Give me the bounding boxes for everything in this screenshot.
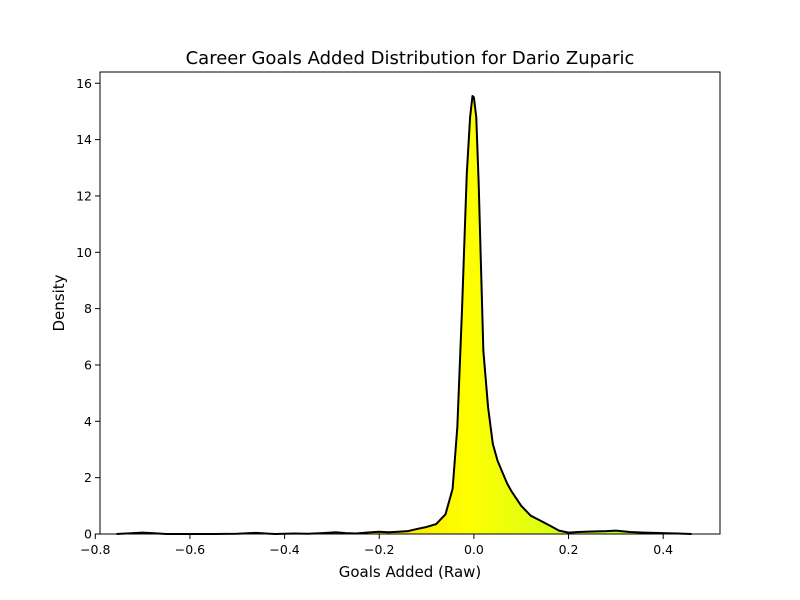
y-axis: 0 2 4 6 8 10 12 14 16 (76, 76, 100, 542)
plot-area (99, 71, 721, 535)
x-tick-label: 0.0 (464, 542, 484, 557)
x-tick-label: −0.4 (269, 542, 299, 557)
y-tick-label: 0 (84, 527, 92, 542)
y-tick-label: 14 (76, 132, 92, 147)
y-tick-label: 12 (76, 188, 92, 203)
x-tick-label: 0.2 (559, 542, 579, 557)
x-tick-label: −0.2 (364, 542, 394, 557)
y-tick-label: 2 (84, 470, 92, 485)
density-line (116, 94, 692, 535)
x-axis: −0.8 −0.6 −0.4 −0.2 0.0 0.2 0.4 (80, 534, 673, 557)
x-axis-label: Goals Added (Raw) (339, 563, 482, 581)
x-tick-label: 0.4 (653, 542, 673, 557)
y-tick-label: 4 (84, 414, 92, 429)
chart-title: Career Goals Added Distribution for Dari… (186, 48, 635, 69)
x-tick-label: −0.8 (80, 542, 110, 557)
x-tick-label: −0.6 (175, 542, 205, 557)
y-tick-label: 10 (76, 245, 92, 260)
density-area-fill (116, 95, 692, 534)
y-tick-label: 16 (76, 76, 92, 91)
y-tick-label: 6 (84, 357, 92, 372)
y-tick-label: 8 (84, 301, 92, 316)
plot-frame (99, 71, 721, 535)
y-axis-label: Density (50, 274, 68, 331)
